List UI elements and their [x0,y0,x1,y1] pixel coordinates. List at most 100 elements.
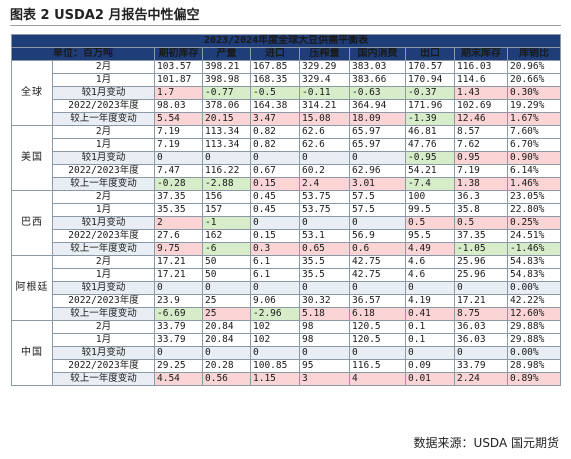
table-cell: 0.45 [250,190,300,204]
row-label: 较上一年度变动 [52,242,155,256]
table-cell: 29.88% [506,320,562,334]
table-cell: 364.94 [349,99,406,113]
table-cell: 6.70% [506,138,562,152]
table-cell: 0.82 [250,138,300,152]
table-cell: 6.18 [349,307,406,321]
table-cell: 0.09 [405,359,455,373]
table-cell: 54.21 [405,164,455,178]
table-cell: 20.96% [506,60,562,74]
table-cell: 25.96 [454,255,508,269]
table-row: 较1月变动 1.7 -0.77 -0.5 -0.11 -0.63 -0.37 1.43 0.30… [12,86,562,100]
table-cell: 101.87 [154,73,203,87]
table-cell: -0.95 [405,151,455,165]
table-cell: 65.97 [349,138,406,152]
row-label: 1月 [52,333,155,347]
table-cell: 0 [405,346,455,360]
table-cell: 20.66% [506,73,562,87]
table-cell: 0.1 [405,333,455,347]
table-cell: 162 [202,229,251,243]
table-cell: 57.5 [349,203,406,217]
table-cell: 29.88% [506,333,562,347]
table-row: 1月 101.87 398.98 168.35 329.4 383.66 170.94 114… [12,73,562,87]
table-cell: 0 [202,281,251,295]
table-cell: 18.09 [349,112,406,126]
table-cell: 25 [202,294,251,308]
table-cell: 0.25% [506,216,562,230]
table-cell: 37.35 [454,229,508,243]
table-cell: -6 [202,242,251,256]
table-cell: 7.19 [154,138,203,152]
table-row: 1月 7.19 113.34 0.82 62.6 65.97 47.76 7.62 6.70% [12,138,562,152]
table-cell: 19.29% [506,99,562,113]
table-cell: 35.5 [299,268,350,282]
table-row: 全球 2月 103.57 398.21 167.85 329.29 383.03 170.57… [11,60,562,126]
table-cell: 53.1 [299,229,350,243]
table-cell: 42.22% [506,294,562,308]
table-cell: 0.30% [506,86,562,100]
title-divider [10,25,561,26]
table-cell: 54.83% [506,268,562,282]
table-cell: 0.15 [250,229,300,243]
table-cell: 62.6 [299,125,350,139]
table-cell: 20.84 [202,333,251,347]
table-cell: 0.01 [405,372,455,386]
country-label: 美国 [11,125,53,191]
country-label: 全球 [11,60,53,126]
table-cell: 170.57 [405,60,455,74]
supply-demand-table: 2023/2024年度全球大豆供需平衡表 单位：百万吨 期初库存 产量 进口 压… [10,34,562,386]
table-cell: 398.21 [202,60,251,74]
table-cell: 50 [202,255,251,269]
table-cell: 102 [250,320,300,334]
row-label: 较上一年度变动 [52,112,155,126]
table-row: 1月 17.21 50 6.1 35.5 42.75 4.6 25.96 54.83% [12,268,562,282]
table-cell: 4.19 [405,294,455,308]
table-cell: -2.96 [250,307,300,321]
table-cell: 100.85 [250,359,300,373]
table-cell: 4 [349,372,406,386]
table-row: 较1月变动 0 0 0 0 0 -0.95 0.95 0.90% [12,151,562,165]
table-row: 较1月变动 0 0 0 0 0 0 0 0.00% [12,346,562,360]
table-cell: 53.75 [299,190,350,204]
table-cell: 120.5 [349,320,406,334]
column-header-production: 产量 [202,47,251,61]
table-cell: 0 [299,346,350,360]
table-cell: 0.00% [506,346,562,360]
table-cell: 0 [250,281,300,295]
table-cell: 23.9 [154,294,203,308]
table-cell: 5.54 [154,112,203,126]
table-cell: 383.66 [349,73,406,87]
table-cell: 0 [299,151,350,165]
table-row: 美国 2月 7.19 113.34 0.82 62.6 65.97 46.81 8.57 7.60… [11,125,562,191]
table-cell: 0.82 [250,125,300,139]
table-cell: 7.19 [454,164,508,178]
table-cell: 0.45 [250,203,300,217]
table-cell: 0 [202,151,251,165]
table-cell: 120.5 [349,333,406,347]
column-header-unit: 单位：百万吨 [11,47,155,61]
table-cell: 2.24 [454,372,508,386]
table-row: 1月 33.79 20.84 102 98 120.5 0.1 36.03 29.88% [12,333,562,347]
table-cell: -0.77 [202,86,251,100]
table-cell: 20.28 [202,359,251,373]
row-label: 2022/2023年度 [52,164,155,178]
table-cell: 35.35 [154,203,203,217]
table-cell: 0.00% [506,281,562,295]
table-cell: 8.57 [454,125,508,139]
table-cell: -6.69 [154,307,203,321]
table-cell: 167.85 [250,60,300,74]
table-cell: 314.21 [299,99,350,113]
table-cell: 102 [250,333,300,347]
table-cell: 0.65 [299,242,350,256]
column-header-crush: 压榨量 [299,47,350,61]
table-cell: 6.1 [250,255,300,269]
table-cell: 27.6 [154,229,203,243]
table-cell: 65.97 [349,125,406,139]
table-row: 较上一年度变动 4.54 0.56 1.15 3 4 0.01 2.24 0.89% [12,372,562,386]
row-label: 2月 [52,255,155,269]
row-label: 1月 [52,203,155,217]
table-cell: 98 [299,333,350,347]
table-header-row: 单位：百万吨 期初库存 产量 进口 压榨量 国内消费 出口 期末库存 库销比 [11,47,562,61]
row-label: 2月 [52,190,155,204]
table-cell: 30.32 [299,294,350,308]
table-cell: 15.08 [299,112,350,126]
